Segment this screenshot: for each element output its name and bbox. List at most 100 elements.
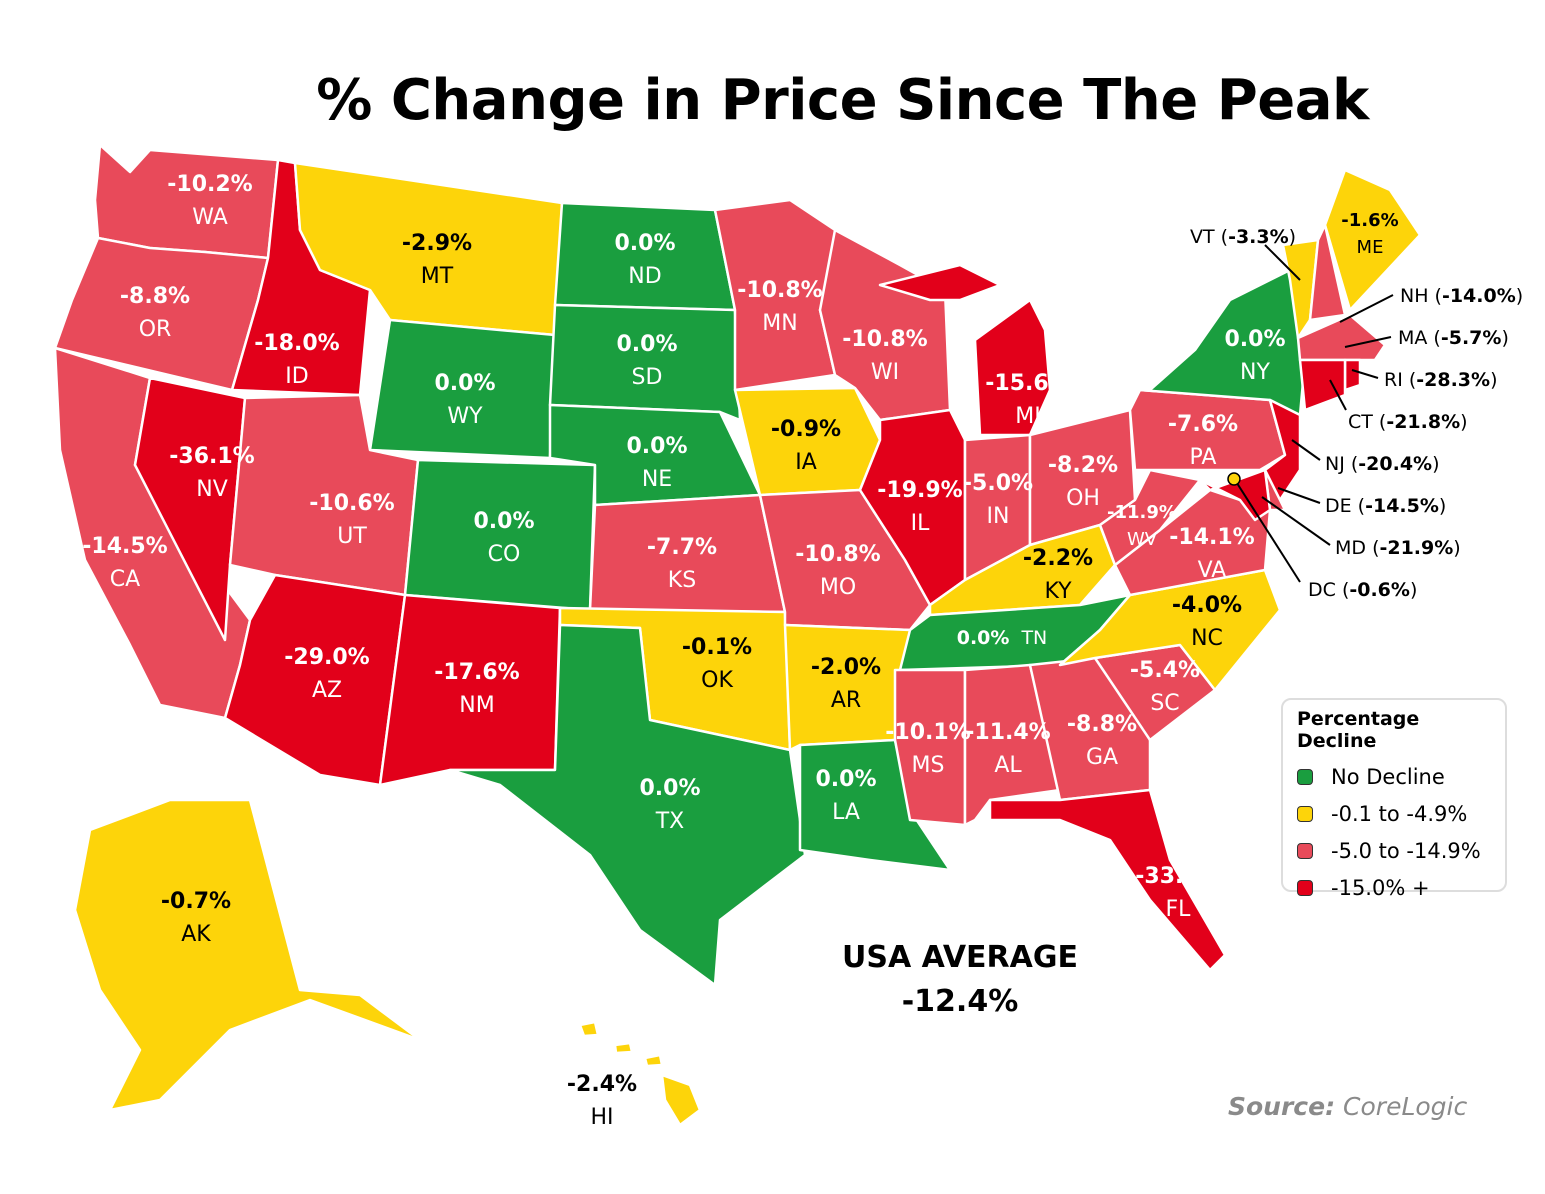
state-nm <box>378 593 562 787</box>
legend-label: -15.0% + <box>1331 875 1430 900</box>
state-nc <box>1058 568 1282 692</box>
state-fl <box>988 788 1227 972</box>
state-shape <box>133 376 247 642</box>
callout-label-ma: MA (-5.7%) <box>1398 327 1509 349</box>
state-ct <box>1298 358 1347 412</box>
state-shape <box>893 668 967 827</box>
state-abbr-al: AL <box>994 753 1022 778</box>
state-value-mi: -15.6% <box>985 371 1070 396</box>
callout-line <box>1351 369 1379 379</box>
state-shape <box>660 1073 702 1127</box>
state-abbr-ne: NE <box>642 467 672 492</box>
state-value-ga: -8.8% <box>1067 712 1137 737</box>
state-value-la: 0.0% <box>815 767 876 792</box>
state-abbr-hi: HI <box>590 1105 613 1130</box>
state-shape <box>378 593 562 787</box>
state-abbr-oh: OH <box>1066 486 1100 511</box>
state-abbr-ky: KY <box>1044 579 1072 604</box>
state-co <box>403 458 597 612</box>
state-abbr-la: LA <box>832 800 860 825</box>
state-abbr-ga: GA <box>1086 745 1118 770</box>
state-abbr-id: ID <box>285 364 308 389</box>
state-value: -21.9% <box>1379 537 1453 559</box>
state-abbr-ok: OK <box>701 668 733 693</box>
callout-label-vt: VT (-3.3%) <box>1190 226 1296 248</box>
legend-item: -15.0% + <box>1297 869 1491 906</box>
state-shape <box>448 623 807 987</box>
state-abbr: DE <box>1325 495 1352 517</box>
state-abbr-va: VA <box>1198 558 1227 583</box>
state-shape <box>578 1020 600 1038</box>
state-nh <box>1308 223 1347 322</box>
state-value-sd: 0.0% <box>616 332 677 357</box>
state-abbr-sd: SD <box>632 365 663 390</box>
state-value-pa: -7.6% <box>1168 412 1238 437</box>
state-nd <box>553 201 737 312</box>
state-abbr: NH <box>1400 285 1429 307</box>
state-abbr-tx: TX <box>655 809 685 834</box>
state-abbr: CT <box>1348 411 1373 433</box>
usa-average: USA AVERAGE -12.4% <box>820 936 1100 1024</box>
state-ms <box>893 668 967 827</box>
map-title: % Change in Price Since The Peak <box>316 68 1369 133</box>
callout-label-de: DE (-14.5%) <box>1325 495 1446 517</box>
state-value: -14.5% <box>1365 495 1439 517</box>
state-abbr-ak: AK <box>181 922 211 947</box>
state-shape <box>1323 168 1422 312</box>
state-abbr-ia: IA <box>795 450 817 475</box>
state-ma <box>1296 313 1387 362</box>
legend-swatch <box>1297 805 1313 822</box>
callout-line <box>1261 496 1331 546</box>
state-value: -21.8% <box>1386 411 1460 433</box>
state-abbr-co: CO <box>488 542 521 567</box>
state-value: -20.4% <box>1358 453 1432 475</box>
state-value-nc: -4.0% <box>1172 593 1242 618</box>
callout-line <box>1291 439 1321 461</box>
callout-label-ct: CT (-21.8%) <box>1348 411 1468 433</box>
state-value-wv: -11.9% <box>1107 502 1177 523</box>
state-value: -0.6% <box>1349 579 1410 601</box>
dc-marker <box>1227 472 1241 486</box>
legend-swatch <box>1297 768 1313 785</box>
source-label: Source: <box>1228 1092 1336 1121</box>
state-mi <box>878 263 1052 437</box>
state-ri <box>1343 358 1362 392</box>
state-value-mo: -10.8% <box>795 542 880 567</box>
state-abbr-wy: WY <box>447 404 483 429</box>
callout-line <box>1277 487 1321 504</box>
state-value-va: -14.1% <box>1169 525 1254 550</box>
state-abbr: MA <box>1398 327 1427 349</box>
legend-title: Percentage Decline <box>1297 708 1420 752</box>
usa-average-value: -12.4% <box>901 984 1019 1019</box>
callout-line <box>1344 336 1392 348</box>
state-shape <box>548 303 742 422</box>
legend-swatch <box>1297 842 1313 859</box>
usa-average-label: USA AVERAGE <box>842 940 1078 975</box>
state-abbr: RI <box>1384 369 1403 391</box>
state-value-ut: -10.6% <box>309 491 394 516</box>
state-value-in: -5.0% <box>963 471 1033 496</box>
state-value-il: -19.9% <box>877 478 962 503</box>
state-value-mt: -2.9% <box>402 231 472 256</box>
state-abbr-mi: MI <box>1015 404 1040 429</box>
state-shape <box>93 143 280 260</box>
state-label-tn: 0.0% TN <box>957 627 1048 649</box>
state-value: -14.0% <box>1442 285 1516 307</box>
state-value: -28.3% <box>1416 369 1490 391</box>
state-value-or: -8.8% <box>120 284 190 309</box>
state-value-ms: -10.1% <box>885 720 970 745</box>
legend-item: -0.1 to -4.9% <box>1297 795 1491 832</box>
state-abbr: VT <box>1190 226 1215 248</box>
state-shape <box>973 298 1052 437</box>
state-value-id: -18.0% <box>254 331 339 356</box>
state-abbr-nd: ND <box>628 264 661 289</box>
legend-label: -5.0 to -14.9% <box>1331 838 1481 863</box>
state-abbr-az: AZ <box>312 678 342 703</box>
state-value-ar: -2.0% <box>811 655 881 680</box>
state-shape <box>553 201 737 312</box>
legend-item: -5.0 to -14.9% <box>1297 832 1491 869</box>
state-abbr-fl: FL <box>1166 897 1192 922</box>
state-value-ky: -2.2% <box>1023 546 1093 571</box>
state-abbr-nm: NM <box>459 693 494 718</box>
